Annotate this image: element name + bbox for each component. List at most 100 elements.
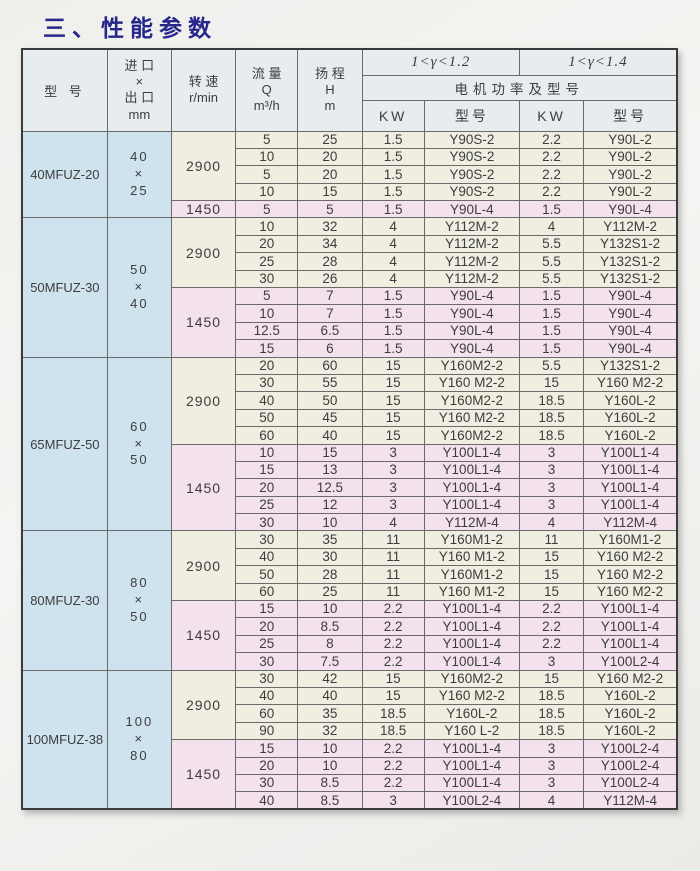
motor-model-cell-g12: Y100L1-4 [423, 495, 520, 515]
kw-cell-g14: 18.5 [518, 704, 585, 723]
flow-cell: 20 [235, 234, 299, 254]
head-cell: 8.5 [297, 617, 363, 636]
table-row: 1450 10 15 3 Y100L1-4 3 Y100L1-4 [22, 443, 678, 532]
motor-model-cell-g14: Y160L-2 [583, 391, 678, 410]
table-row: 40 50 15 Y160M2-2 18.5 Y160L-2 [22, 391, 678, 410]
kw-cell-g12: 2.2 [361, 600, 425, 619]
kw-cell-g12: 4 [361, 269, 425, 289]
header-line: 进 口 [124, 57, 155, 73]
motor-model-cell-g14: Y100L1-4 [583, 617, 678, 636]
motor-model-cell-g14: Y100L1-4 [583, 443, 678, 462]
kw-cell-g14: 5.5 [518, 269, 585, 289]
motor-model-cell-g14: Y160M1-2 [583, 530, 678, 549]
kw-cell-g14: 11 [518, 530, 585, 549]
motor-model-cell-g14: Y100L1-4 [583, 495, 678, 515]
kw-cell-g14: 2.2 [518, 147, 585, 167]
kw-cell-g12: 1.5 [361, 339, 425, 358]
motor-model-cell-g14: Y132S1-2 [583, 234, 678, 254]
table-row: 15 13 3 Y100L1-4 3 Y100L1-4 [22, 460, 678, 480]
header-row-3: KW 型号 KW 型号 [22, 99, 678, 132]
kw-header-g14: KW [518, 99, 585, 132]
kw-cell-g12: 1.5 [361, 304, 425, 323]
motor-model-cell-g12: Y100L1-4 [423, 600, 520, 619]
motor-model-cell-g14: Y100L2-4 [583, 756, 678, 775]
kw-cell-g12: 1.5 [361, 147, 425, 167]
flow-cell: 30 [235, 669, 299, 689]
kw-cell-g12: 15 [361, 373, 425, 393]
inlet-outlet-line: 50 [130, 262, 149, 278]
kw-cell-g14: 2.2 [518, 130, 585, 149]
performance-parameters-table: 型 号 进 口 × 出 口 mm 转 速 r/min 流 量 Q m³/h 扬 … [21, 48, 678, 811]
table-row: 80MFUZ-30 80 × 50 2900 30 35 11 Y160M1-2 11 Y160M1… [21, 530, 678, 671]
inlet-outlet-line: 80 [130, 747, 149, 763]
flow-cell: 60 [235, 426, 299, 445]
head-cell: 7 [297, 287, 363, 306]
head-cell: 12 [297, 495, 363, 515]
head-cell: 45 [297, 408, 363, 428]
motor-model-cell-g12: Y90S-2 [423, 147, 520, 167]
head-cell: 28 [297, 252, 363, 271]
kw-cell-g12: 18.5 [361, 721, 425, 741]
table-row: 1450 5 7 1.5 Y90L-4 1.5 Y90L-4 [22, 287, 678, 358]
flow-cell: 25 [235, 252, 299, 271]
kw-cell-g12: 11 [361, 530, 425, 549]
inlet-outlet-cell: 50 × 40 [106, 217, 172, 358]
kw-cell-g14: 2.2 [518, 600, 585, 619]
motor-model-cell-g12: Y112M-2 [423, 269, 520, 289]
head-cell: 10 [297, 756, 363, 775]
kw-cell-g14: 15 [518, 582, 585, 602]
head-cell: 30 [297, 547, 363, 567]
table-row: 60 40 15 Y160M2-2 18.5 Y160L-2 [22, 426, 678, 445]
kw-cell-g12: 15 [361, 408, 425, 428]
pump-model-cell: 50MFUZ-30 [21, 217, 108, 358]
flow-cell: 30 [235, 652, 299, 671]
motor-model-cell-g12: Y100L1-4 [423, 617, 520, 636]
kw-cell-g12: 1.5 [361, 182, 425, 202]
motor-model-cell-g12: Y160 L-2 [423, 721, 520, 741]
head-cell: 5 [297, 200, 363, 219]
head-cell: 8 [297, 634, 363, 654]
motor-model-cell-g12: Y160M2-2 [423, 391, 520, 410]
flow-cell: 10 [235, 182, 299, 202]
table-row: 30 26 4 Y112M-2 5.5 Y132S1-2 [22, 269, 678, 289]
header-row-2: 电机功率及型号 [22, 74, 678, 101]
inlet-outlet-line: 80 [130, 575, 149, 591]
motor-model-cell-g12: Y160L-2 [423, 704, 520, 723]
motor-model-cell-g12: Y100L1-4 [423, 460, 520, 480]
kw-cell-g12: 15 [361, 356, 425, 375]
flow-cell: 5 [235, 130, 299, 149]
head-cell: 28 [297, 565, 363, 584]
kw-cell-g12: 3 [361, 791, 425, 810]
kw-cell-g12: 2.2 [361, 756, 425, 775]
head-cell: 35 [297, 530, 363, 549]
kw-cell-g12: 11 [361, 565, 425, 584]
motor-model-cell-g12: Y160M2-2 [423, 669, 520, 689]
table-row: 20 10 2.2 Y100L1-4 3 Y100L2-4 [22, 756, 678, 775]
kw-cell-g12: 3 [361, 478, 425, 497]
motor-model-cell-g12: Y112M-2 [423, 217, 520, 236]
head-cell: 60 [297, 356, 363, 375]
kw-cell-g14: 3 [518, 739, 585, 758]
table-row: 90 32 18.5 Y160 L-2 18.5 Y160L-2 [22, 721, 678, 741]
head-cell: 8.5 [297, 791, 363, 810]
motor-model-header-g12: 型号 [423, 99, 520, 132]
flow-cell: 20 [235, 756, 299, 775]
flow-cell: 10 [235, 147, 299, 167]
header-line: 流 量 [251, 65, 282, 81]
kw-cell-g14: 18.5 [518, 721, 585, 741]
head-cell: 20 [297, 165, 363, 184]
motor-model-cell-g14: Y100L2-4 [583, 739, 678, 758]
kw-cell-g14: 15 [518, 669, 585, 689]
inlet-outlet-line: 40 [130, 295, 149, 311]
motor-model-cell-g14: Y160L-2 [583, 408, 678, 428]
col-header-speed: 转 速 r/min [170, 48, 237, 132]
flow-cell: 20 [235, 478, 299, 497]
motor-model-cell-g14: Y90L-2 [583, 130, 678, 149]
header-row-1: 型 号 进 口 × 出 口 mm 转 速 r/min 流 量 Q m³/h 扬 … [21, 48, 678, 132]
motor-model-cell-g12: Y160M2-2 [423, 356, 520, 375]
speed-cell: 1450 [170, 287, 237, 358]
flow-cell: 5 [235, 287, 299, 306]
motor-model-cell-g14: Y160L-2 [583, 426, 678, 445]
flow-cell: 25 [235, 495, 299, 515]
motor-model-cell-g12: Y90S-2 [423, 130, 520, 149]
